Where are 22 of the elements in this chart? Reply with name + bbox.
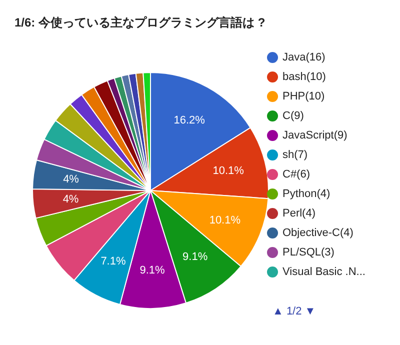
- data-label: 10.1%: [212, 164, 244, 177]
- legend-label: bash(10): [282, 71, 326, 83]
- data-label: 10.1%: [209, 214, 241, 227]
- legend-label: Java(16): [282, 52, 326, 64]
- legend-label: PL/SQL(3): [282, 246, 334, 258]
- legend-label: Objective-C(4): [282, 227, 354, 239]
- data-label: 4%: [62, 193, 79, 206]
- data-label: 9.1%: [140, 264, 166, 277]
- text: ▲ 1/2 ▼: [272, 306, 316, 318]
- legend-label: sh(7): [282, 149, 308, 161]
- legend-label: Perl(4): [282, 208, 316, 220]
- legend-label: Python(4): [282, 188, 330, 200]
- data-label: 9.1%: [182, 251, 208, 264]
- data-label: 7.1%: [100, 256, 126, 268]
- data-label: 4%: [63, 174, 80, 186]
- legend-label: JavaScript(9): [282, 130, 348, 142]
- legend-label: C(9): [282, 110, 304, 122]
- legend-label: Visual Basic .N...: [282, 266, 366, 278]
- data-label: 16.2%: [174, 114, 206, 126]
- legend-label: C#(6): [282, 168, 310, 180]
- chart-title: 1/6: 今使っている主なプログラミング言語は ?: [14, 16, 266, 30]
- legend-label: PHP(10): [282, 90, 325, 102]
